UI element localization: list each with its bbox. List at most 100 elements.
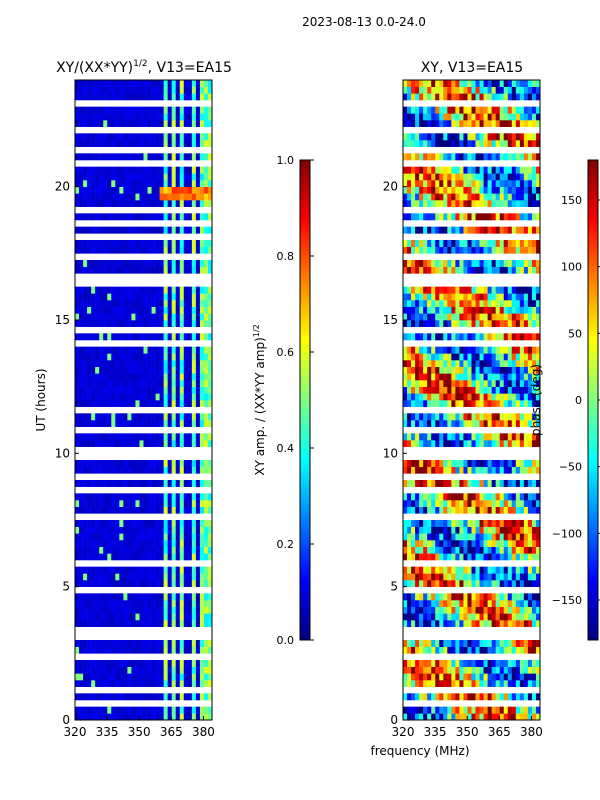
heatmap-cell bbox=[179, 106, 185, 114]
heatmap-cell bbox=[135, 400, 140, 407]
heatmap-cell bbox=[519, 373, 525, 381]
heatmap-cell bbox=[447, 520, 452, 527]
heatmap-cell bbox=[407, 166, 412, 174]
heatmap-cell bbox=[203, 80, 209, 87]
heatmap-cell bbox=[159, 520, 164, 527]
heatmap-cell bbox=[203, 300, 209, 307]
heatmap-cell bbox=[451, 553, 456, 561]
heatmap-cell bbox=[107, 246, 112, 254]
heatmap-cell bbox=[475, 546, 480, 554]
heatmap-cell bbox=[183, 393, 189, 401]
heatmap-cell bbox=[195, 186, 201, 194]
heatmap-cell bbox=[531, 393, 537, 401]
heatmap-cell bbox=[527, 213, 533, 221]
heatmap-cell bbox=[171, 173, 177, 181]
heatmap-cell bbox=[487, 506, 492, 514]
heatmap-cell bbox=[407, 353, 412, 361]
heatmap-cell bbox=[523, 293, 529, 301]
heatmap-cell bbox=[87, 580, 92, 587]
heatmap-cell bbox=[463, 300, 468, 307]
heatmap-cell bbox=[163, 553, 168, 561]
heatmap-cell bbox=[423, 366, 428, 374]
heatmap-cell bbox=[447, 346, 452, 354]
heatmap-cell bbox=[507, 713, 513, 721]
heatmap-cell bbox=[439, 140, 444, 147]
heatmap-cell bbox=[175, 386, 181, 394]
heatmap-cell bbox=[491, 506, 496, 514]
heatmap-cell bbox=[79, 300, 84, 307]
heatmap-cell bbox=[459, 286, 464, 294]
heatmap-cell bbox=[75, 286, 80, 294]
heatmap-cell bbox=[479, 673, 484, 681]
heatmap-cell bbox=[459, 433, 464, 441]
heatmap-cell bbox=[123, 200, 128, 207]
heatmap-cell bbox=[423, 660, 428, 667]
heatmap-cell bbox=[407, 186, 412, 194]
heatmap-cell bbox=[403, 286, 408, 294]
heatmap-cell bbox=[155, 540, 160, 547]
heatmap-cell bbox=[491, 120, 496, 127]
heatmap-cell bbox=[139, 433, 144, 441]
heatmap-cell bbox=[139, 213, 144, 221]
heatmap-cell bbox=[495, 493, 501, 501]
heatmap-cell bbox=[443, 553, 448, 561]
heatmap-cell bbox=[523, 480, 529, 487]
heatmap-cell bbox=[175, 173, 181, 181]
heatmap-cell bbox=[423, 400, 428, 407]
heatmap-cell bbox=[471, 620, 476, 627]
heatmap-cell bbox=[407, 86, 412, 94]
heatmap-cell bbox=[147, 266, 152, 274]
heatmap-cell bbox=[163, 320, 168, 327]
heatmap-cell bbox=[135, 460, 140, 467]
heatmap-cell bbox=[187, 266, 193, 274]
heatmap-cell bbox=[491, 393, 496, 401]
heatmap-cell bbox=[95, 153, 100, 161]
heatmap-cell bbox=[203, 93, 209, 101]
heatmap-cell bbox=[403, 120, 408, 127]
heatmap-cell bbox=[147, 706, 152, 714]
heatmap-cell bbox=[511, 606, 517, 614]
heatmap-cell bbox=[139, 613, 144, 621]
heatmap-cell bbox=[479, 360, 484, 367]
heatmap-cell bbox=[519, 433, 525, 441]
heatmap-cell bbox=[407, 140, 412, 147]
heatmap-cell bbox=[127, 693, 132, 701]
heatmap-cell bbox=[159, 180, 164, 187]
heatmap-cell bbox=[451, 566, 456, 574]
heatmap-cell bbox=[459, 600, 464, 607]
heatmap-cell bbox=[91, 666, 96, 674]
heatmap-cell bbox=[111, 133, 116, 141]
heatmap-cell bbox=[179, 366, 185, 374]
heatmap-cell bbox=[179, 540, 185, 547]
heatmap-cell bbox=[531, 573, 537, 581]
heatmap-cell bbox=[415, 306, 420, 314]
heatmap-cell bbox=[115, 706, 120, 714]
heatmap-cell bbox=[515, 166, 521, 174]
heatmap-cell bbox=[499, 133, 505, 141]
heatmap-cell bbox=[123, 613, 128, 621]
heatmap-cell bbox=[175, 693, 181, 701]
heatmap-cell bbox=[427, 693, 432, 701]
heatmap-cell bbox=[95, 193, 100, 201]
heatmap-cell bbox=[83, 306, 88, 314]
heatmap-cell bbox=[91, 460, 96, 467]
heatmap-cell bbox=[535, 386, 541, 394]
heatmap-cell bbox=[455, 393, 460, 401]
heatmap-cell bbox=[467, 180, 472, 187]
heatmap-cell bbox=[91, 173, 96, 181]
heatmap-cell bbox=[491, 580, 496, 587]
heatmap-cell bbox=[199, 346, 205, 354]
heatmap-cell bbox=[467, 93, 472, 101]
heatmap-cell bbox=[83, 526, 88, 534]
heatmap-cell bbox=[487, 620, 492, 627]
heatmap-cell bbox=[499, 420, 505, 427]
heatmap-cell bbox=[163, 173, 168, 181]
heatmap-cell bbox=[535, 153, 541, 161]
heatmap-cell bbox=[463, 213, 468, 221]
heatmap-cell bbox=[151, 546, 156, 554]
heatmap-cell bbox=[443, 620, 448, 627]
heatmap-cell bbox=[103, 260, 108, 267]
heatmap-cell bbox=[519, 226, 525, 234]
heatmap-cell bbox=[147, 286, 152, 294]
heatmap-cell bbox=[83, 353, 88, 361]
